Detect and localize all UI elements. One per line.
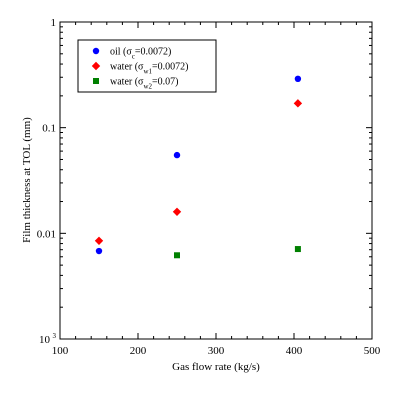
legend: oil (σc=0.0072)water (σw1=0.0072)water (…	[77, 39, 217, 93]
legend-entry-label: water (σw1=0.0072)	[110, 62, 188, 76]
y-tick-label: 0.1	[42, 123, 56, 135]
x-tick-label: 100	[52, 345, 69, 357]
data-points	[94, 75, 303, 259]
x-axis-label: Gas flow rate (kg/s)	[172, 361, 260, 373]
axis-tick-labels: 100 200 300 400 500 10 3 0.01 0.1 1	[37, 17, 381, 357]
y-tick-label: 1	[51, 17, 57, 29]
x-tick-label: 300	[208, 345, 225, 357]
y-tick-label-exponent: 3	[53, 332, 57, 340]
data-point-circle	[294, 75, 302, 83]
data-point-square	[174, 252, 180, 259]
y-tick-label: 0.01	[37, 228, 56, 240]
data-point-diamond	[172, 207, 182, 216]
data-point-circle	[173, 151, 181, 159]
data-point-square	[294, 246, 301, 253]
data-point-diamond	[94, 236, 104, 245]
legend-marker-diamond	[91, 61, 101, 71]
legend-entry-label: oil (σc=0.0072)	[110, 47, 171, 61]
data-point-diamond	[293, 99, 303, 108]
axis-ticks	[59, 21, 373, 340]
legend-marker-square	[93, 78, 99, 84]
x-tick-label: 200	[130, 345, 147, 357]
legend-box	[77, 39, 217, 93]
legend-marker-circle	[92, 47, 100, 55]
y-axis-label: Film thickness at TOL (mm)	[21, 117, 33, 243]
y-tick-label: 10	[39, 334, 51, 346]
legend-entry-label: water (σw2=0.07)	[110, 77, 178, 91]
x-tick-label: 500	[364, 345, 381, 357]
data-point-circle	[95, 247, 103, 255]
x-tick-label: 400	[286, 345, 303, 357]
